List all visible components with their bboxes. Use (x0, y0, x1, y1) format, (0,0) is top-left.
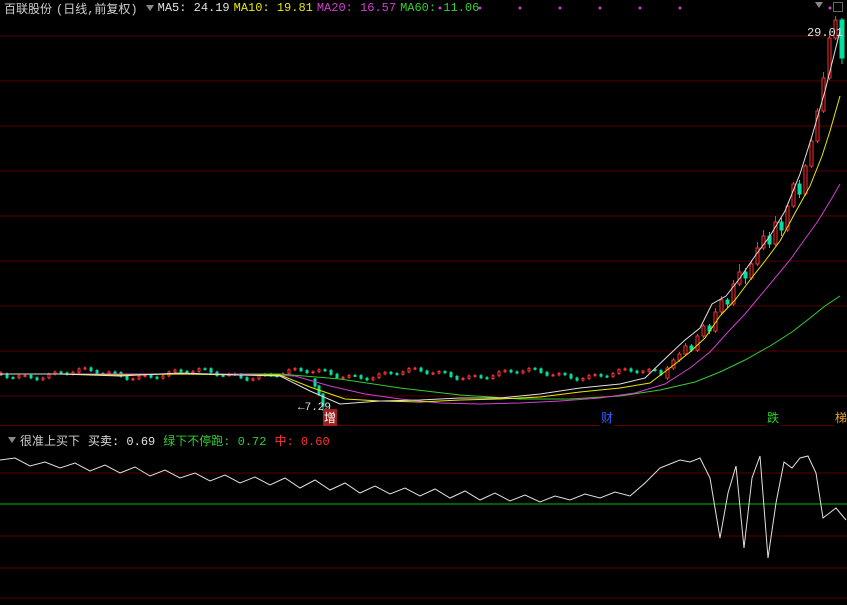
event-marker-row: 增财跌梯 (0, 408, 847, 426)
indicator-name[interactable]: 很准上买下 (20, 432, 80, 449)
event-marker[interactable]: 财 (600, 409, 614, 426)
current-price-label: 29.01 (807, 26, 843, 40)
event-marker[interactable]: 梯 (834, 409, 847, 426)
indicator-item: 绿下不停跑: 0.72 (163, 435, 266, 449)
top-dots (0, 0, 847, 16)
main-chart[interactable]: 29.01 ←7.29 (0, 16, 847, 426)
indicator-canvas[interactable] (0, 448, 847, 601)
indicator-item: 中: 0.60 (274, 435, 329, 449)
chart-container: 百联股份 (日线,前复权) MA5: 24.19 MA10: 19.81 MA2… (0, 0, 847, 605)
event-marker[interactable]: 跌 (766, 409, 780, 426)
indicator-dropdown-icon[interactable] (8, 437, 16, 443)
candlestick-canvas[interactable] (0, 16, 847, 426)
indicator-item: 买卖: 0.69 (88, 435, 155, 449)
indicator-panel[interactable] (0, 448, 847, 601)
event-marker[interactable]: 增 (323, 409, 337, 426)
indicator-values: 买卖: 0.69 绿下不停跑: 0.72 中: 0.60 (84, 432, 334, 449)
indicator-header: 很准上买下 买卖: 0.69 绿下不停跑: 0.72 中: 0.60 (4, 432, 847, 448)
